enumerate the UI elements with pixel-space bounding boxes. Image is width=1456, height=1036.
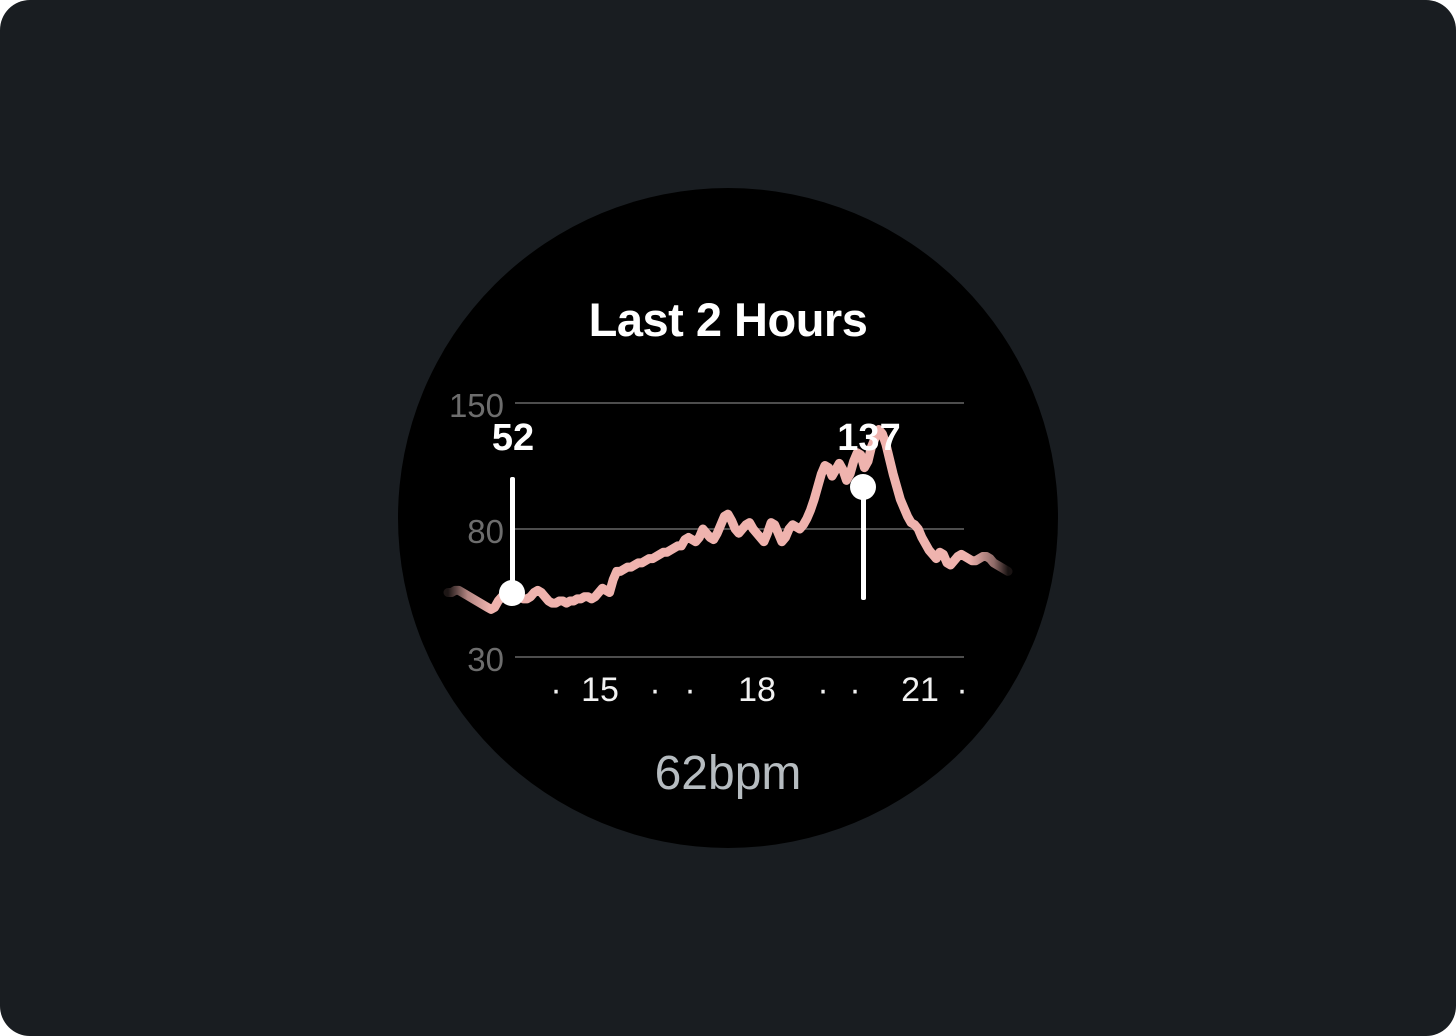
min-marker-value: 52 — [491, 417, 535, 459]
y-axis-label-30: 30 — [467, 641, 504, 678]
x-axis-tick-dot: · — [849, 671, 861, 709]
x-axis-tick-dot: · — [649, 671, 661, 709]
gridline-30 — [515, 656, 964, 658]
heart-rate-chart: 150 80 30 52 137 · 15 · · 18 · · 21 · — [398, 188, 1058, 848]
x-axis-tick-label: 15 — [581, 671, 619, 709]
min-marker-dot-icon[interactable] — [499, 580, 525, 606]
x-axis-tick-dot: · — [956, 671, 968, 709]
x-axis-tick-label: 18 — [738, 671, 776, 709]
x-axis-tick-label: 21 — [901, 671, 939, 709]
y-axis-label-80: 80 — [467, 513, 504, 550]
max-marker-dot-icon[interactable] — [850, 474, 876, 500]
heart-rate-trace — [443, 425, 1013, 614]
y-axis-label-150: 150 — [448, 387, 504, 424]
max-marker-value: 137 — [837, 417, 901, 459]
page-title: Last 2 Hours — [588, 293, 868, 346]
gridline-150 — [515, 402, 964, 404]
x-axis: · 15 · · 18 · · 21 · — [398, 673, 1058, 723]
min-marker-stem — [510, 477, 515, 595]
x-axis-tick-dot: · — [817, 671, 829, 709]
bpm-readout: 62bpm — [654, 747, 802, 800]
max-marker-stem — [861, 486, 866, 600]
x-axis-tick-dot: · — [550, 671, 562, 709]
x-axis-tick-dot: · — [684, 671, 696, 709]
